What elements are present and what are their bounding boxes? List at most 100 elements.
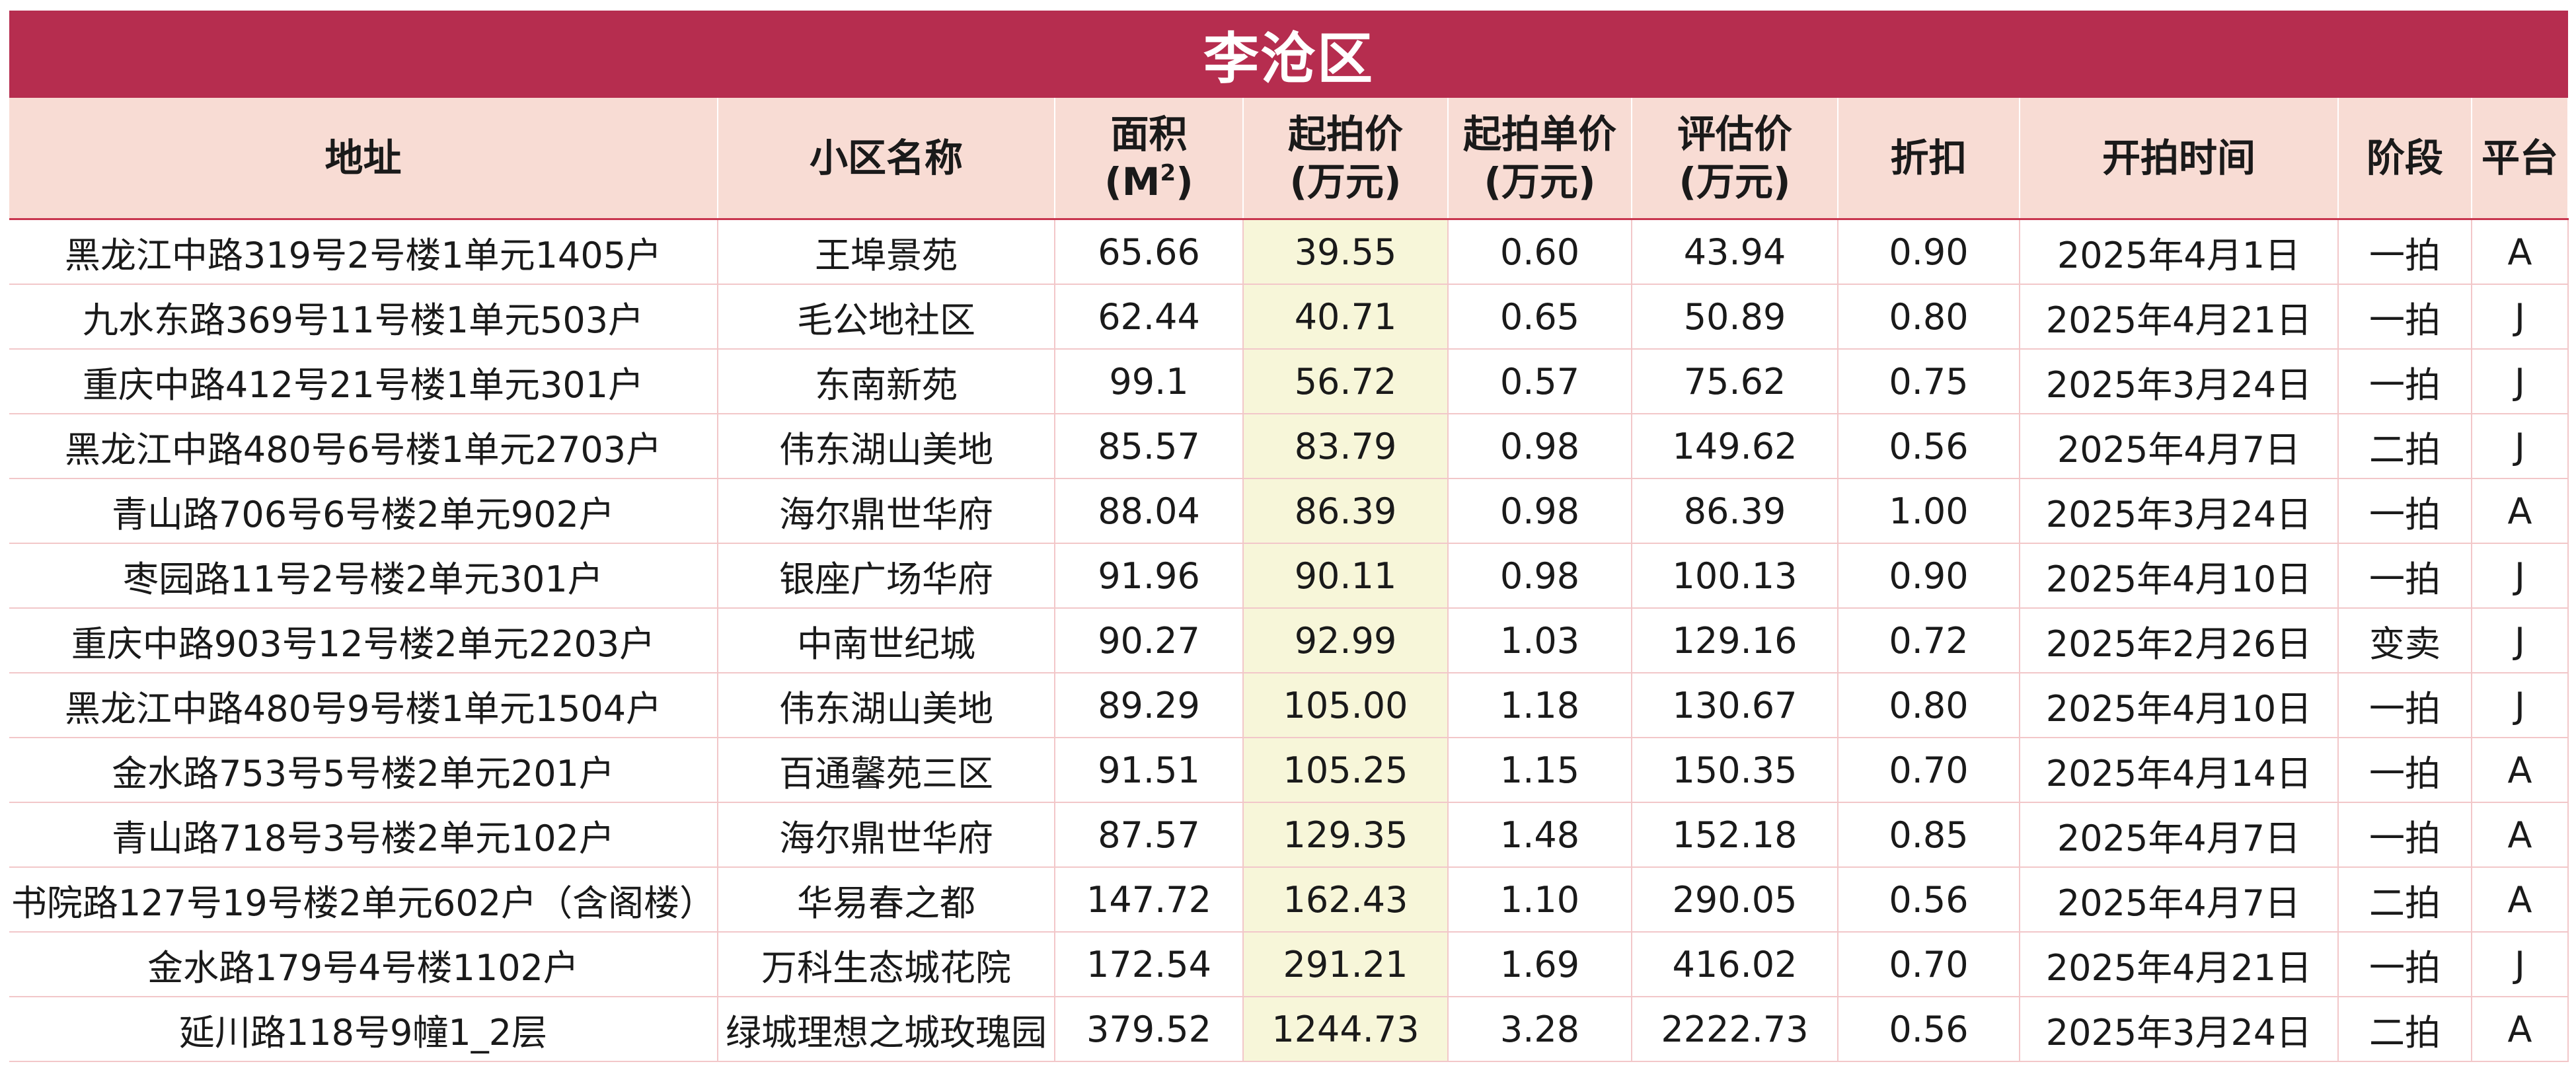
header-row: 地址 小区名称 面积 (M2) 起拍价 (万元) 起拍单价 (万元) 评估价 (… <box>9 98 2569 220</box>
cell-stage: 二拍 <box>2338 867 2472 933</box>
cell-stage: 二拍 <box>2338 414 2472 479</box>
table-row: 书院路127号19号楼2单元602户（含阁楼） 华易春之都 147.72 162.43… <box>9 867 2569 933</box>
cell-start-time: 2025年4月1日 <box>2020 219 2339 285</box>
cell-area: 91.96 <box>1055 543 1244 609</box>
cell-eval-price: 86.39 <box>1632 479 1838 544</box>
sheet-title: 李沧区 <box>9 11 2568 98</box>
cell-discount: 1.00 <box>1838 479 2020 544</box>
cell-unit-price: 1.69 <box>1448 932 1632 997</box>
table-row: 金水路179号4号楼1102户 万科生态城花院 172.54 291.21 1.69 41… <box>9 932 2569 997</box>
cell-stage: 一拍 <box>2338 349 2472 414</box>
cell-unit-price: 0.98 <box>1448 479 1632 544</box>
cell-area: 89.29 <box>1055 673 1244 738</box>
cell-start-price: 129.35 <box>1243 802 1449 868</box>
cell-unit-price: 3.28 <box>1448 997 1632 1062</box>
cell-stage: 一拍 <box>2338 543 2472 609</box>
cell-community: 海尔鼎世华府 <box>718 479 1055 544</box>
cell-area: 379.52 <box>1055 997 1244 1062</box>
header-area-label: 面积 <box>1110 111 1188 157</box>
cell-start-time: 2025年4月21日 <box>2020 932 2339 997</box>
cell-start-time: 2025年4月10日 <box>2020 543 2339 609</box>
cell-area: 87.57 <box>1055 802 1244 868</box>
cell-platform: J <box>2472 414 2569 479</box>
cell-unit-price: 0.60 <box>1448 219 1632 285</box>
cell-platform: A <box>2472 997 2569 1062</box>
cell-stage: 一拍 <box>2338 802 2472 868</box>
cell-discount: 0.90 <box>1838 219 2020 285</box>
table-row: 黑龙江中路319号2号楼1单元1405户 王埠景苑 65.66 39.55 0.60 43… <box>9 219 2569 285</box>
cell-start-price: 162.43 <box>1243 867 1449 933</box>
cell-community: 伟东湖山美地 <box>718 414 1055 479</box>
cell-start-price: 56.72 <box>1243 349 1449 414</box>
cell-stage: 一拍 <box>2338 738 2472 803</box>
cell-eval-price: 43.94 <box>1632 219 1838 285</box>
cell-start-time: 2025年4月14日 <box>2020 738 2339 803</box>
cell-community: 百通馨苑三区 <box>718 738 1055 803</box>
cell-start-price: 1244.73 <box>1243 997 1449 1062</box>
header-discount: 折扣 <box>1838 98 2020 220</box>
cell-platform: J <box>2472 932 2569 997</box>
cell-platform: J <box>2472 673 2569 738</box>
cell-start-price: 86.39 <box>1243 479 1449 544</box>
cell-start-price: 291.21 <box>1243 932 1449 997</box>
cell-community: 万科生态城花院 <box>718 932 1055 997</box>
cell-start-time: 2025年4月7日 <box>2020 414 2339 479</box>
cell-stage: 变卖 <box>2338 608 2472 673</box>
cell-area: 91.51 <box>1055 738 1244 803</box>
cell-address: 重庆中路412号21号楼1单元301户 <box>9 349 718 414</box>
cell-platform: J <box>2472 349 2569 414</box>
cell-community: 伟东湖山美地 <box>718 673 1055 738</box>
cell-community: 毛公地社区 <box>718 284 1055 350</box>
cell-address: 金水路753号5号楼2单元201户 <box>9 738 718 803</box>
cell-community: 王埠景苑 <box>718 219 1055 285</box>
cell-platform: A <box>2472 219 2569 285</box>
cell-address: 九水东路369号11号楼1单元503户 <box>9 284 718 350</box>
table-row: 金水路753号5号楼2单元201户 百通馨苑三区 91.51 105.25 1.15 15… <box>9 738 2569 803</box>
cell-start-price: 105.25 <box>1243 738 1449 803</box>
cell-start-time: 2025年4月10日 <box>2020 673 2339 738</box>
cell-address: 延川路118号9幢1_2层 <box>9 997 718 1062</box>
auction-sheet: 李沧区 地址 小区名称 面积 (M2) 起拍价 (万元) 起拍单价 (万元) <box>9 11 2569 1062</box>
cell-eval-price: 130.67 <box>1632 673 1838 738</box>
cell-platform: J <box>2472 543 2569 609</box>
table-row: 黑龙江中路480号9号楼1单元1504户 伟东湖山美地 89.29 105.00 1.1… <box>9 673 2569 738</box>
cell-community: 华易春之都 <box>718 867 1055 933</box>
cell-start-price: 92.99 <box>1243 608 1449 673</box>
auction-table: 地址 小区名称 面积 (M2) 起拍价 (万元) 起拍单价 (万元) 评估价 (… <box>9 98 2569 1062</box>
cell-area: 99.1 <box>1055 349 1244 414</box>
cell-address: 黑龙江中路319号2号楼1单元1405户 <box>9 219 718 285</box>
cell-discount: 0.90 <box>1838 543 2020 609</box>
cell-discount: 0.85 <box>1838 802 2020 868</box>
table-row: 重庆中路412号21号楼1单元301户 东南新苑 99.1 56.72 0.57 75.6… <box>9 349 2569 414</box>
table-row: 青山路706号6号楼2单元902户 海尔鼎世华府 88.04 86.39 0.98 86.… <box>9 479 2569 544</box>
cell-unit-price: 0.65 <box>1448 284 1632 350</box>
cell-eval-price: 2222.73 <box>1632 997 1838 1062</box>
cell-address: 黑龙江中路480号6号楼1单元2703户 <box>9 414 718 479</box>
header-platform: 平台 <box>2472 98 2569 220</box>
cell-start-price: 40.71 <box>1243 284 1449 350</box>
cell-community: 银座广场华府 <box>718 543 1055 609</box>
header-eval-price: 评估价 (万元) <box>1632 98 1838 220</box>
cell-stage: 一拍 <box>2338 932 2472 997</box>
cell-discount: 0.56 <box>1838 414 2020 479</box>
header-start-price: 起拍价 (万元) <box>1243 98 1449 220</box>
header-area-unit: (M2) <box>1104 159 1193 204</box>
cell-unit-price: 0.57 <box>1448 349 1632 414</box>
table-row: 黑龙江中路480号6号楼1单元2703户 伟东湖山美地 85.57 83.79 0.98… <box>9 414 2569 479</box>
cell-stage: 一拍 <box>2338 284 2472 350</box>
cell-address: 青山路718号3号楼2单元102户 <box>9 802 718 868</box>
cell-platform: A <box>2472 867 2569 933</box>
cell-start-price: 83.79 <box>1243 414 1449 479</box>
cell-start-time: 2025年4月7日 <box>2020 802 2339 868</box>
cell-unit-price: 1.48 <box>1448 802 1632 868</box>
table-row: 枣园路11号2号楼2单元301户 银座广场华府 91.96 90.11 0.98 100.… <box>9 543 2569 609</box>
cell-platform: A <box>2472 738 2569 803</box>
cell-platform: A <box>2472 479 2569 544</box>
cell-area: 88.04 <box>1055 479 1244 544</box>
cell-address: 黑龙江中路480号9号楼1单元1504户 <box>9 673 718 738</box>
cell-discount: 0.70 <box>1838 738 2020 803</box>
cell-start-price: 39.55 <box>1243 219 1449 285</box>
cell-address: 金水路179号4号楼1102户 <box>9 932 718 997</box>
cell-unit-price: 1.03 <box>1448 608 1632 673</box>
cell-start-price: 105.00 <box>1243 673 1449 738</box>
